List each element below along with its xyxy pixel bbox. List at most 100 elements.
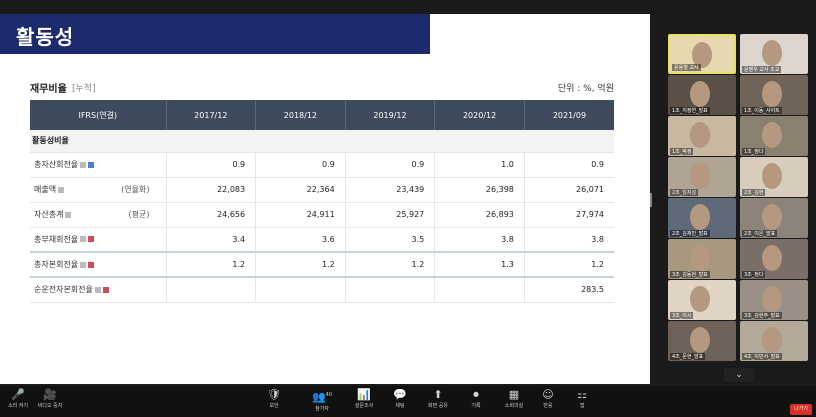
- table-cell: 24,911: [255, 202, 346, 228]
- participant-tile[interactable]: 1조_지정연_발표: [668, 75, 736, 115]
- participant-name: 3조_이시: [670, 312, 694, 319]
- participant-tile[interactable]: 윤영우 교사 조교: [740, 34, 808, 74]
- chevron-down-icon[interactable]: ⌄: [724, 368, 754, 382]
- participants-button[interactable]: 👥40 참가자: [304, 388, 340, 416]
- table-cell: 26,071: [523, 177, 614, 203]
- security-button[interactable]: 🛡 보안: [256, 388, 292, 416]
- share-screen-button[interactable]: ⬆ 화면 공유: [420, 388, 456, 416]
- polls-icon: 📊: [357, 388, 371, 401]
- participant-video: [690, 245, 710, 271]
- table-cell: 22,083: [165, 177, 256, 203]
- participant-tile[interactable]: 4조_이민서_발표: [740, 321, 808, 361]
- breakout-button[interactable]: ▦ 소회의실: [496, 388, 532, 416]
- participant-tile[interactable]: 1조_박정: [668, 116, 736, 156]
- resize-handle[interactable]: [650, 193, 653, 207]
- chat-icon: 💬: [393, 388, 407, 401]
- participant-tile[interactable]: 2조_김재민_발표: [668, 198, 736, 238]
- participant-video: [762, 327, 782, 353]
- participant-video: [690, 122, 710, 148]
- row-label: 총자본회전율: [30, 252, 166, 278]
- participant-name: 1조_정다: [742, 148, 766, 155]
- shared-slide: 활동성 재무비율 [누적] 단위 : %, 억원 IFRS(연결) 2017/12…: [0, 14, 650, 384]
- video-button[interactable]: 🎥 비디오 중지: [32, 388, 68, 416]
- toolbar-label: 소리 켜기: [8, 403, 28, 409]
- mute-button[interactable]: 🎤 소리 켜기: [0, 388, 36, 416]
- column-header-year: 2020/12: [434, 100, 525, 130]
- participant-count: 40: [325, 392, 333, 398]
- participant-tile[interactable]: 4조_문현_발표: [668, 321, 736, 361]
- table-row: 자산총계 (평균) 24,656 24,911 25,927 26,893 27,974: [30, 202, 614, 228]
- info-icon[interactable]: [80, 161, 87, 168]
- participant-tile[interactable]: 2조_임지성: [668, 157, 736, 197]
- participant-video: [762, 163, 782, 189]
- table-cell: 25,927: [344, 202, 435, 228]
- column-header-basis: IFRS(연결): [30, 100, 167, 130]
- column-header-year: 2019/12: [345, 100, 436, 130]
- table-cell: 3.6: [255, 227, 346, 253]
- table-cell: 3.5: [344, 227, 435, 253]
- chat-button[interactable]: 💬 채팅: [382, 388, 418, 416]
- chart-icon[interactable]: [88, 236, 95, 243]
- row-label: 매출액 (연율화): [30, 177, 166, 203]
- column-header-year: 2021/09: [524, 100, 614, 130]
- table-row: 총자산회전율 0.9 0.9 0.9 1.0 0.9: [30, 152, 614, 178]
- table-cell: 1.2: [344, 252, 435, 278]
- participant-tile[interactable]: 2조_이은_발표: [740, 198, 808, 238]
- participant-tile[interactable]: 1조_이동_사이트: [740, 75, 808, 115]
- row-label: 순운전자본회전율: [30, 277, 166, 303]
- participant-video: [762, 81, 782, 107]
- financial-table: IFRS(연결) 2017/12 2018/12 2019/12 2020/12 2021…: [30, 100, 614, 303]
- chart-icon[interactable]: [88, 161, 95, 168]
- participant-video: [692, 42, 712, 68]
- table-cell: 26,893: [434, 202, 525, 228]
- participant-name: 3조_김동현_발표: [670, 271, 710, 278]
- participant-tile[interactable]: 1조_정다: [740, 116, 808, 156]
- info-icon[interactable]: [80, 236, 87, 243]
- table-cell: 0.9: [344, 152, 435, 178]
- row-qualifier: (연율화): [121, 185, 150, 194]
- leave-button[interactable]: 나가기: [790, 404, 812, 415]
- record-button[interactable]: ⏺ 기록: [458, 388, 494, 416]
- info-icon[interactable]: [65, 211, 72, 218]
- table-cell: 0.9: [165, 152, 256, 178]
- apps-button[interactable]: ⚏ 앱: [564, 388, 600, 416]
- participant-tile[interactable]: 3조_김동현_발표: [668, 239, 736, 279]
- toolbar-label: 반응: [543, 403, 553, 409]
- toolbar-label: 소회의실: [504, 403, 524, 409]
- toolbar-label: 기록: [471, 403, 481, 409]
- participant-name: 2조_임지성: [670, 189, 699, 196]
- share-screen-icon: ⬆: [433, 388, 443, 401]
- toolbar-label: 화면 공유: [428, 403, 448, 409]
- participant-tile[interactable]: 3조_이시: [668, 280, 736, 320]
- column-header-year: 2017/12: [166, 100, 257, 130]
- table-header-row: IFRS(연결) 2017/12 2018/12 2019/12 2020/12 2021…: [30, 100, 614, 130]
- participant-tile[interactable]: 윤용렬 교사: [668, 34, 736, 74]
- info-icon[interactable]: [94, 286, 101, 293]
- participant-name: 윤용렬 교사: [672, 64, 701, 71]
- polls-button[interactable]: 📊 설문조사: [346, 388, 382, 416]
- row-label: 자산총계 (평균): [30, 202, 166, 228]
- table-cell: 1.2: [165, 252, 256, 278]
- participant-video: [762, 286, 782, 312]
- participant-tile[interactable]: 3조_정다: [740, 239, 808, 279]
- participant-video: [762, 204, 782, 230]
- apps-icon: ⚏: [577, 388, 587, 401]
- reactions-button[interactable]: ☺ 반응: [530, 388, 566, 416]
- participant-name: 3조_정다: [742, 271, 766, 278]
- section-label: 활동성비율: [30, 130, 614, 153]
- toolbar-label: 설문조사: [354, 403, 374, 409]
- row-label-text: 총자본회전율: [34, 260, 79, 269]
- table-cell: 3.8: [523, 227, 614, 253]
- chart-icon[interactable]: [88, 261, 95, 268]
- info-icon[interactable]: [58, 186, 65, 193]
- participant-name: 2조_이은_발표: [742, 230, 778, 237]
- table-row: 총자본회전율 1.2 1.2 1.2 1.3 1.2: [30, 252, 614, 278]
- section-row: 활동성비율: [30, 130, 614, 153]
- table-cell: 0.9: [523, 152, 614, 178]
- participant-name: 3조_김현주_발표: [742, 312, 782, 319]
- participant-tile[interactable]: 3조_김현주_발표: [740, 280, 808, 320]
- chart-icon[interactable]: [102, 286, 109, 293]
- info-icon[interactable]: [80, 261, 87, 268]
- participant-tile[interactable]: 2조_김현: [740, 157, 808, 197]
